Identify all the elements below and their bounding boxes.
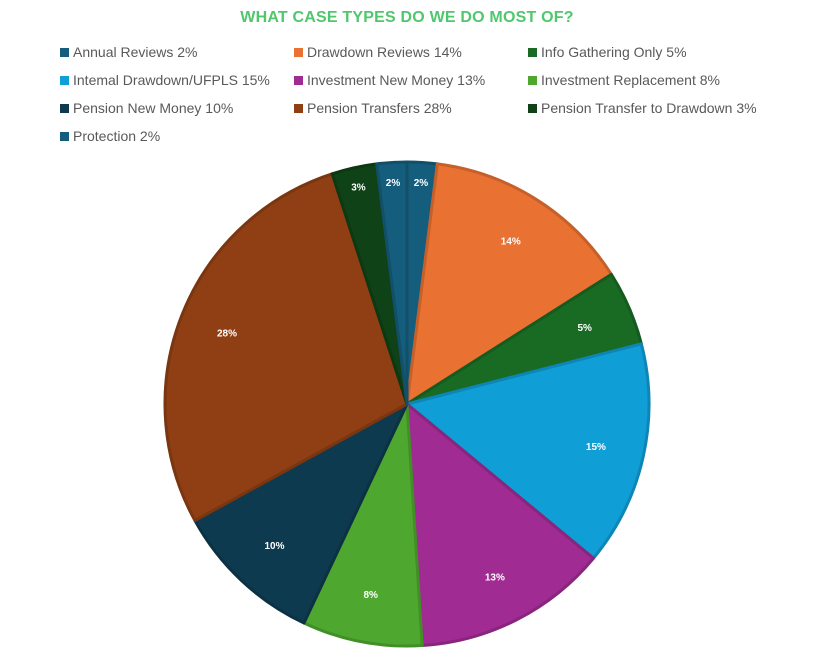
pie-slice-pension-transfers	[163, 172, 409, 523]
legend-swatch	[60, 75, 69, 85]
data-label: 5%	[577, 323, 592, 334]
legend-item-pension-transfers: Pension Transfers 28%	[294, 100, 452, 116]
pie-slice-investment-new-money	[405, 402, 595, 648]
legend-swatch	[294, 75, 303, 85]
pie-data-labels: 2% 14% 5% 15% 13% 8% 10% 28% 3% 2%	[217, 178, 606, 601]
legend-item-pension-transfer-to-drawdown: Pension Transfer to Drawdown 3%	[528, 100, 757, 116]
pie-slice-drawdown-reviews	[405, 162, 613, 406]
data-label: 2%	[386, 178, 401, 189]
data-label: 14%	[501, 237, 521, 248]
legend-swatch	[528, 103, 537, 113]
legend-swatch	[528, 75, 537, 85]
data-label: 3%	[351, 183, 366, 194]
data-label: 2%	[414, 178, 429, 189]
legend-item-investment-new-money: Investment New Money 13%	[294, 72, 485, 88]
legend-item-internal-drawdown: Intemal Drawdown/UFPLS 15%	[60, 72, 270, 88]
legend-swatch	[60, 47, 69, 57]
data-label: 15%	[586, 442, 606, 453]
pie-slices	[163, 160, 651, 648]
legend-swatch	[528, 47, 537, 57]
data-label: 28%	[217, 329, 237, 340]
legend-swatch	[60, 103, 69, 113]
legend-item-info-gathering: Info Gathering Only 5%	[528, 44, 687, 60]
chart-title: WHAT CASE TYPES DO WE DO MOST OF?	[240, 9, 574, 26]
legend-item-pension-new-money: Pension New Money 10%	[60, 100, 233, 116]
data-label: 8%	[363, 590, 378, 601]
pie-slice-protection	[375, 160, 409, 406]
legend-item-investment-replacement: Investment Replacement 8%	[528, 72, 720, 88]
pie-slice-investment-replacement	[302, 402, 424, 648]
legend-swatch	[294, 103, 303, 113]
data-label: 10%	[264, 541, 284, 552]
legend-item-protection: Protection 2%	[60, 128, 160, 144]
legend-item-drawdown-reviews: Drawdown Reviews 14%	[294, 44, 462, 60]
legend-swatch	[60, 131, 69, 141]
pie-slice-pension-new-money	[193, 402, 409, 625]
pie-slice-internal-drawdown-ufpls	[405, 342, 651, 560]
legend-swatch	[294, 47, 303, 57]
legend-item-annual-reviews: Annual Reviews 2%	[60, 44, 198, 60]
data-label: 13%	[485, 572, 505, 583]
